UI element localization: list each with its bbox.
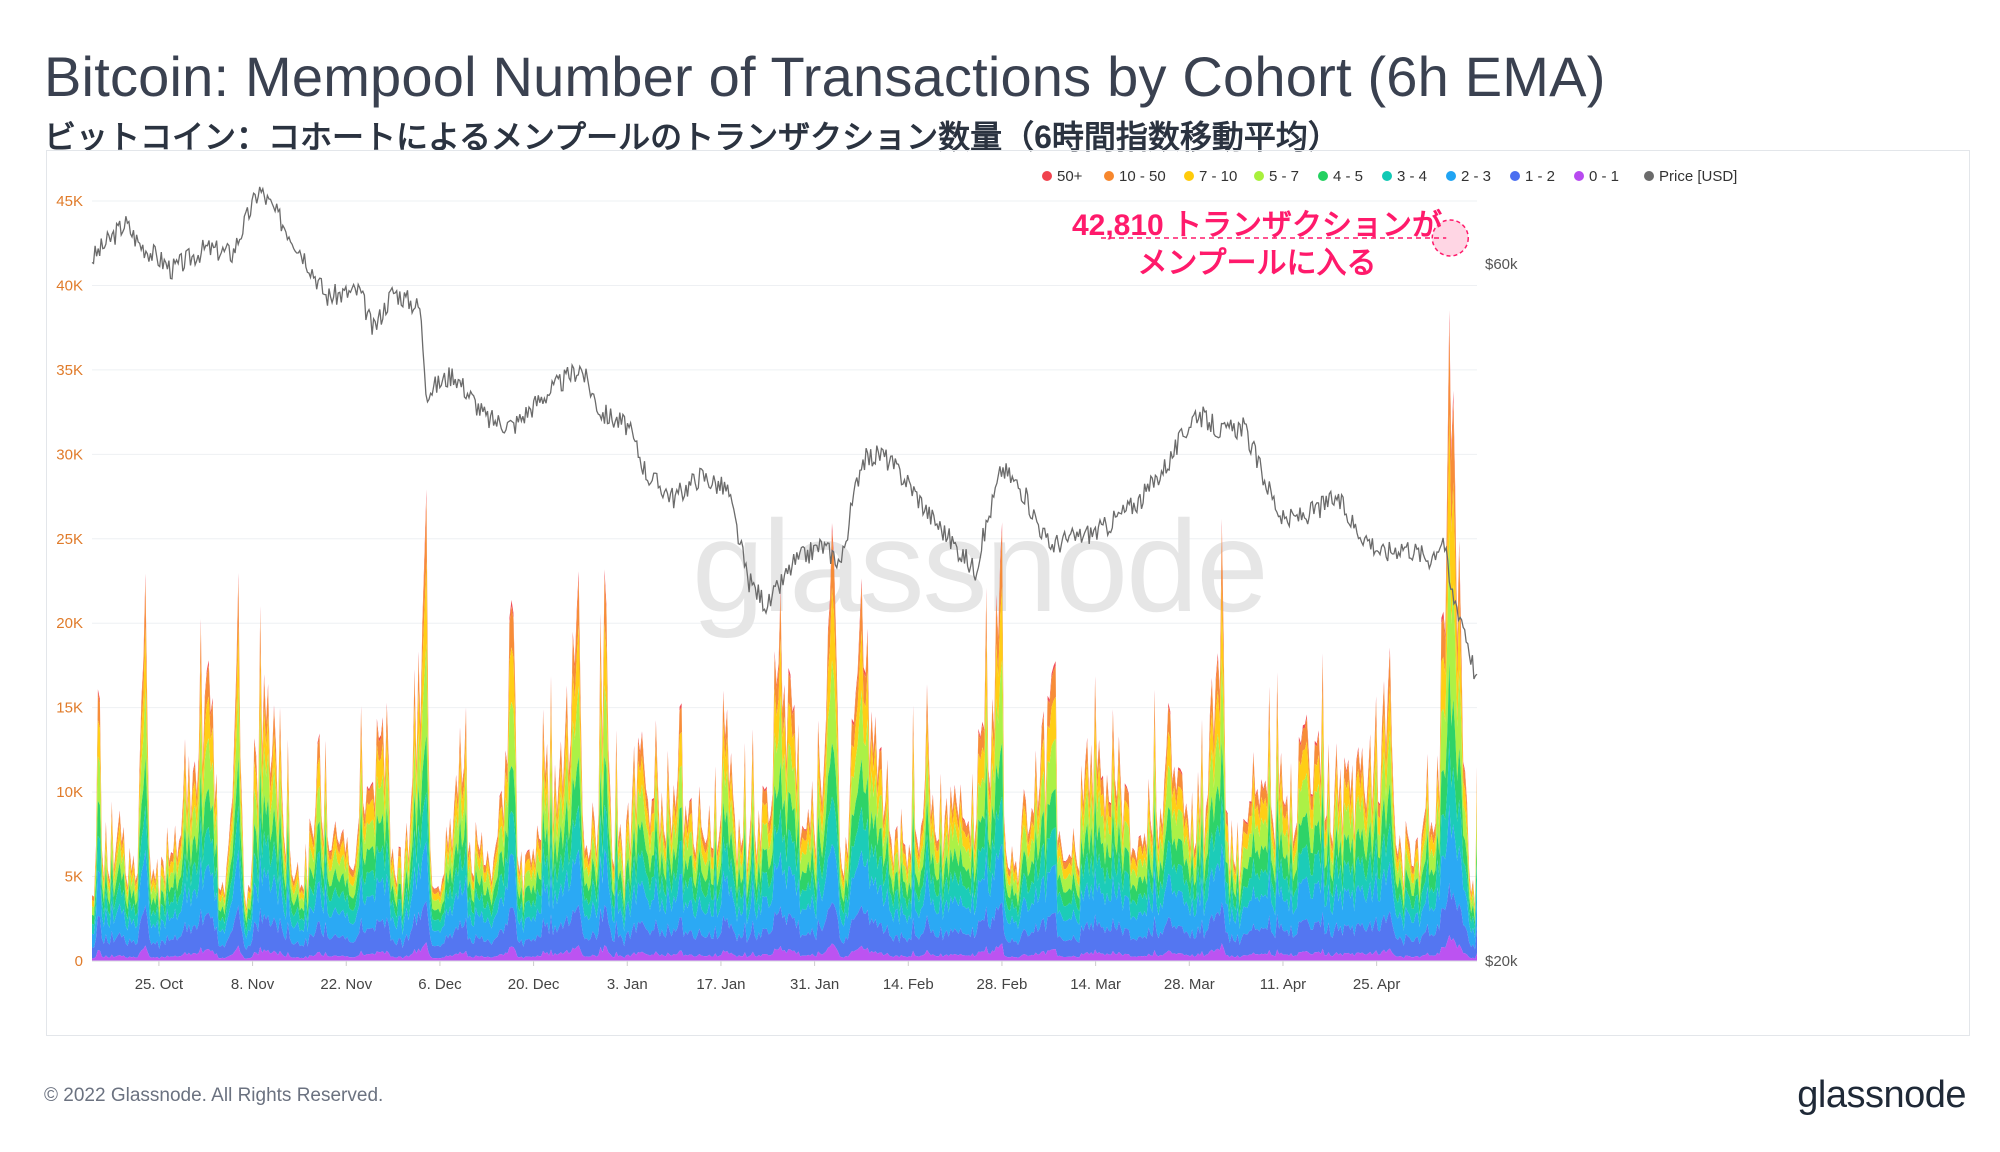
price-path	[91, 186, 1478, 680]
area-3-4	[92, 739, 1477, 939]
legend-swatch	[1184, 171, 1194, 181]
legend-swatch	[1510, 171, 1520, 181]
legend-swatch	[1254, 171, 1264, 181]
legend-swatch	[1104, 171, 1114, 181]
y-tick-label: 35K	[56, 362, 83, 379]
y-tick-label: 5K	[65, 869, 83, 886]
area-1-2	[92, 882, 1477, 959]
legend-swatch	[1042, 171, 1052, 181]
y-axis-left: 0 5K 10K 15K 20K 25K 30K 35K 40K 45K	[56, 193, 83, 970]
y-right-tick-label: $60k	[1485, 256, 1518, 273]
y-tick-label: 20K	[56, 615, 83, 632]
annotation-line-1: 42,810 トランザクションが	[1072, 208, 1442, 242]
legend-item[interactable]: 10 - 50	[1104, 168, 1166, 185]
x-tick-label: 31. Jan	[790, 976, 839, 993]
annotation-line-2: メンプールに入る	[1137, 247, 1376, 280]
x-axis: 25. Oct 8. Nov 22. Nov 6. Dec 20. Dec 3. Jan 1…	[92, 960, 1477, 993]
legend-label: Price [USD]	[1659, 168, 1737, 185]
x-tick-label: 11. Apr	[1260, 976, 1306, 993]
legend-label: 3 - 4	[1397, 168, 1427, 185]
legend-swatch	[1644, 171, 1654, 181]
x-tick-label: 14. Feb	[883, 976, 934, 993]
chart-title: Bitcoin: Mempool Number of Transactions …	[44, 45, 1606, 108]
legend-item[interactable]: 2 - 3	[1446, 168, 1491, 185]
x-tick-label: 25. Apr	[1353, 976, 1401, 993]
y-axis-right: $20k $60k	[1485, 256, 1518, 970]
x-tick-label: 14. Mar	[1070, 976, 1121, 993]
x-tick-label: 28. Mar	[1164, 976, 1215, 993]
x-tick-label: 3. Jan	[607, 976, 648, 993]
area-0-1	[92, 935, 1477, 961]
legend-swatch	[1446, 171, 1456, 181]
peak-marker	[1431, 219, 1469, 257]
legend-item[interactable]: 4 - 5	[1318, 168, 1363, 185]
legend-label: 5 - 7	[1269, 168, 1299, 185]
y-tick-label: 40K	[56, 277, 83, 294]
legend-swatch	[1318, 171, 1328, 181]
x-tick-label: 17. Jan	[696, 976, 745, 993]
legend[interactable]: 50+ 10 - 50 7 - 10 5 - 7 4 - 5 3 - 4 2 - 3 1 - …	[1042, 168, 1737, 185]
watermark: glassnode	[692, 493, 1267, 639]
x-tick-label: 22. Nov	[320, 976, 372, 993]
mempool-chart: glassnode 0 5K 10K 15K 20K 25K 30K 35K 40K 45K $2…	[56, 168, 1737, 993]
legend-label: 7 - 10	[1199, 168, 1237, 185]
legend-item[interactable]: 5 - 7	[1254, 168, 1299, 185]
legend-swatch	[1382, 171, 1392, 181]
legend-label: 0 - 1	[1589, 168, 1619, 185]
x-tick-label: 25. Oct	[135, 976, 184, 993]
y-tick-label: 10K	[56, 784, 83, 801]
y-right-tick-label: $20k	[1485, 953, 1518, 970]
y-tick-label: 0	[75, 953, 83, 970]
glassnode-logo: glassnode	[1797, 1074, 1966, 1116]
legend-label: 10 - 50	[1119, 168, 1166, 185]
legend-item[interactable]: 50+	[1042, 168, 1083, 185]
chart-frame: glassnode 0 5K 10K 15K 20K 25K 30K 35K 40K 45K $2…	[46, 150, 1970, 1036]
legend-label: 4 - 5	[1333, 168, 1363, 185]
y-tick-label: 45K	[56, 193, 83, 210]
legend-item[interactable]: 3 - 4	[1382, 168, 1427, 185]
price-line	[91, 186, 1478, 680]
y-tick-label: 30K	[56, 446, 83, 463]
copyright-text: © 2022 Glassnode. All Rights Reserved.	[44, 1085, 384, 1106]
legend-item[interactable]: Price [USD]	[1644, 168, 1737, 185]
y-tick-label: 15K	[56, 700, 83, 717]
x-tick-label: 20. Dec	[508, 976, 560, 993]
x-tick-label: 28. Feb	[977, 976, 1028, 993]
x-tick-label: 8. Nov	[231, 976, 275, 993]
legend-label: 1 - 2	[1525, 168, 1555, 185]
stacked-areas	[92, 310, 1477, 961]
y-tick-label: 25K	[56, 531, 83, 548]
x-tick-label: 6. Dec	[418, 976, 462, 993]
area-2-3	[92, 804, 1477, 950]
legend-item[interactable]: 7 - 10	[1184, 168, 1237, 185]
legend-label: 50+	[1057, 168, 1083, 185]
legend-label: 2 - 3	[1461, 168, 1491, 185]
chart-subtitle: ビットコイン：コホートによるメンプールのトランザクション数量（6時間指数移動平均…	[44, 119, 1340, 155]
legend-item[interactable]: 0 - 1	[1574, 168, 1619, 185]
legend-item[interactable]: 1 - 2	[1510, 168, 1555, 185]
legend-swatch	[1574, 171, 1584, 181]
